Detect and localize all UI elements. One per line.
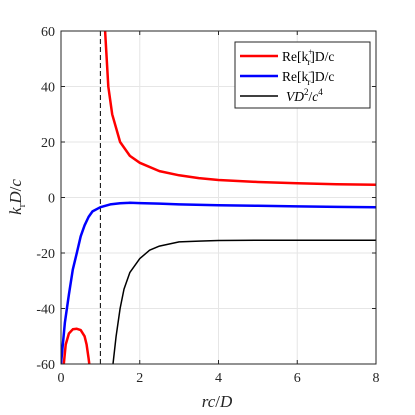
y-axis-label: krD/c <box>6 179 28 215</box>
y-tick-label: -60 <box>36 358 55 373</box>
y-tick-label: 0 <box>48 192 55 207</box>
series-re-k-plus-line <box>103 31 376 186</box>
x-tick-label: 6 <box>294 371 301 386</box>
y-tick-label: 60 <box>41 25 55 40</box>
y-tick-label: -20 <box>36 247 55 262</box>
x-tick-label: 2 <box>136 371 143 386</box>
x-tick-label: 8 <box>373 371 380 386</box>
series-lines <box>61 31 376 364</box>
legend-label-re-k-minus: Re[k− r]D/c <box>282 67 334 87</box>
legend-label-potential: VD2/c4 <box>286 87 323 104</box>
series-potential-line <box>112 239 376 364</box>
y-tick-label: 20 <box>41 136 55 151</box>
series-re-k-minus-line <box>61 201 376 364</box>
series-re-k-plus-line <box>62 327 91 364</box>
y-tick-label: 40 <box>41 81 55 96</box>
axis-ticks: 0 2 4 6 8 -60 -40 -20 0 20 40 60 <box>36 25 379 386</box>
y-tick-label: -40 <box>36 303 55 318</box>
legend: Re[k+ r]D/c Re[k− r]D/c VD2/c4 <box>234 41 371 109</box>
x-tick-label: 4 <box>215 371 222 386</box>
x-axis-label: rc/D <box>202 392 233 411</box>
x-tick-label: 0 <box>58 371 65 386</box>
legend-label-re-k-plus: Re[k+ r]D/c <box>282 47 334 67</box>
